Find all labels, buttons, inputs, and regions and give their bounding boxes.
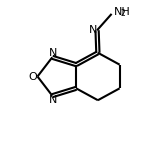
Text: N: N [49, 48, 57, 58]
Text: N: N [89, 25, 97, 35]
Text: N: N [49, 95, 57, 105]
Text: 2: 2 [121, 9, 126, 18]
Text: NH: NH [114, 7, 131, 17]
Text: O: O [29, 71, 37, 82]
